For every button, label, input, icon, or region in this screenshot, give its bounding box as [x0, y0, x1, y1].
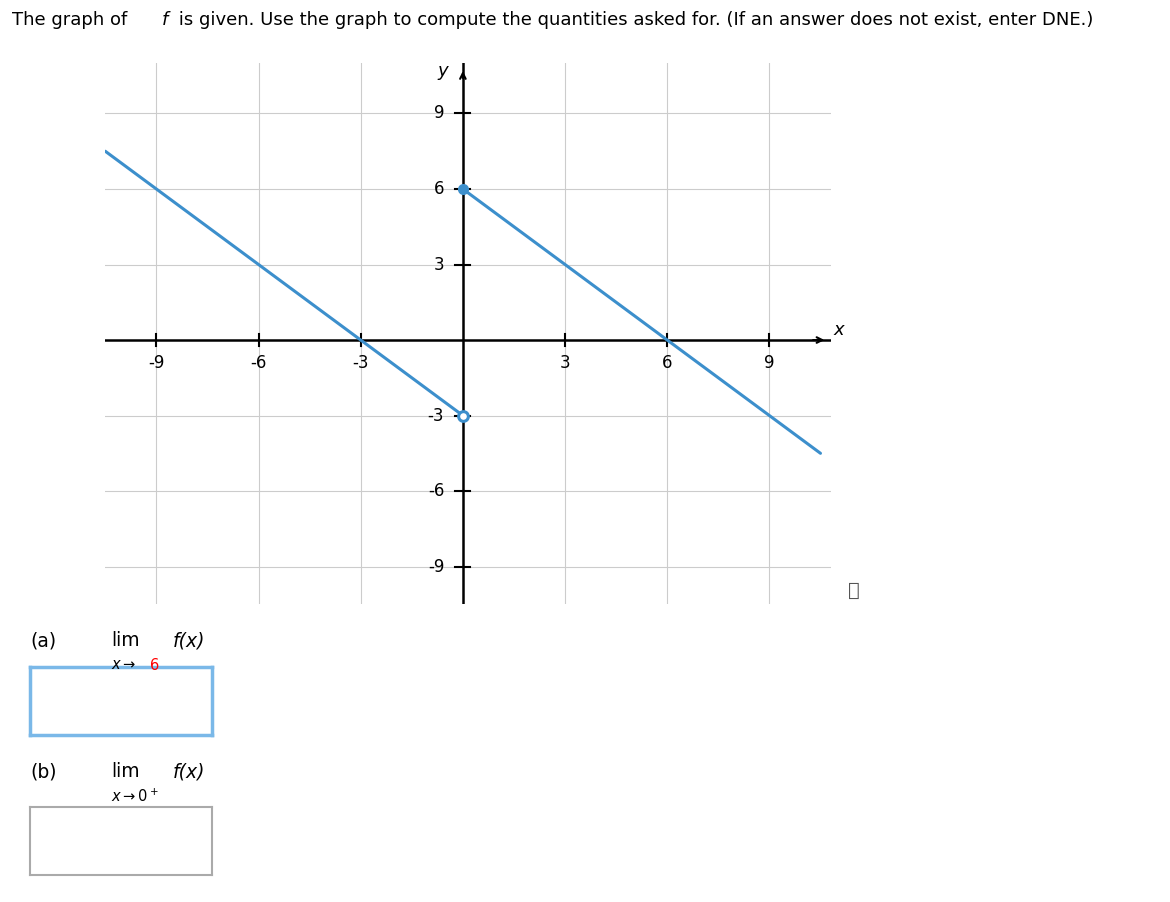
Text: (a): (a) — [30, 631, 56, 650]
Text: 9: 9 — [764, 354, 775, 372]
Text: $x\to$: $x\to$ — [111, 657, 137, 672]
Text: f(x): f(x) — [173, 762, 206, 781]
Text: 3: 3 — [559, 354, 570, 372]
Text: -9: -9 — [428, 557, 445, 575]
Text: -3: -3 — [428, 407, 445, 425]
Text: 9: 9 — [434, 105, 445, 123]
Text: -9: -9 — [149, 354, 165, 372]
Text: ⓘ: ⓘ — [848, 581, 860, 600]
Text: -3: -3 — [352, 354, 369, 372]
Text: $x\to0^+$: $x\to0^+$ — [111, 787, 159, 805]
Text: f(x): f(x) — [173, 631, 206, 650]
Text: (b): (b) — [30, 762, 57, 781]
Text: $6$: $6$ — [149, 657, 159, 673]
Text: -6: -6 — [428, 482, 445, 500]
Text: -6: -6 — [250, 354, 267, 372]
Text: The graph of: The graph of — [12, 11, 132, 29]
Text: y: y — [438, 61, 448, 79]
Text: lim: lim — [111, 631, 139, 650]
Text: 6: 6 — [434, 180, 445, 198]
Text: lim: lim — [111, 762, 139, 781]
Text: 3: 3 — [434, 255, 445, 273]
Text: 6: 6 — [662, 354, 673, 372]
Text: x: x — [834, 321, 845, 339]
Text: f: f — [161, 11, 167, 29]
Text: is given. Use the graph to compute the quantities asked for. (If an answer does : is given. Use the graph to compute the q… — [173, 11, 1094, 29]
